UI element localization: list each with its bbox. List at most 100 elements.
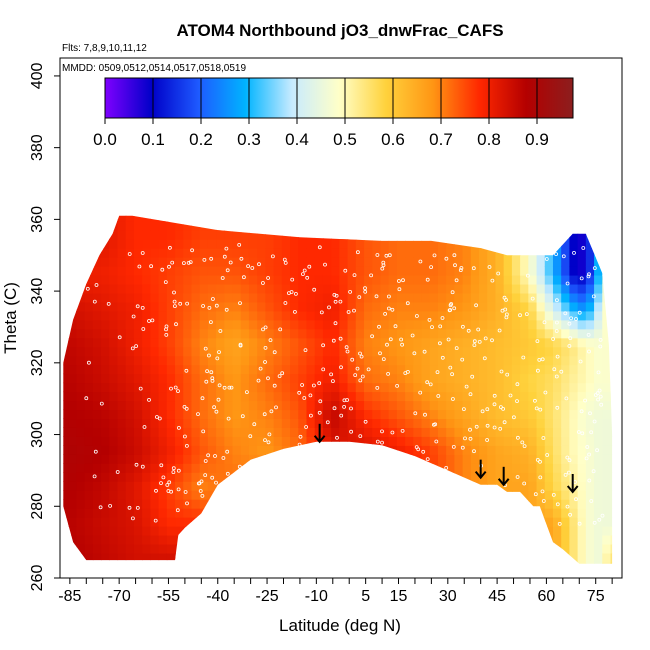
heatmap-cell xyxy=(405,319,414,330)
heatmap-cell xyxy=(133,409,143,420)
heatmap-cell xyxy=(101,517,110,527)
heatmap-cell xyxy=(281,561,291,564)
heatmap-cell xyxy=(331,409,340,420)
heatmap-cell xyxy=(569,490,579,500)
heatmap-cell xyxy=(257,301,267,312)
heatmap-cell xyxy=(585,230,595,240)
heatmap-cell xyxy=(462,215,472,222)
heatmap-cell xyxy=(101,301,110,312)
arrow-markers xyxy=(313,423,579,494)
heatmap-cell xyxy=(240,552,250,563)
heatmap-cell xyxy=(503,319,513,330)
heatmap-cell xyxy=(281,337,291,348)
heatmap-cell xyxy=(183,543,193,554)
heatmap-cell xyxy=(240,355,250,366)
heatmap-cell xyxy=(281,499,291,509)
heatmap-cell xyxy=(281,436,291,446)
heatmap-cell xyxy=(298,346,308,357)
heatmap-cell xyxy=(183,382,193,393)
heatmap-cell xyxy=(544,221,554,231)
heatmap-cell xyxy=(68,517,78,527)
heatmap-cell xyxy=(125,517,135,527)
heatmap-cell xyxy=(109,490,119,500)
observation-point xyxy=(565,455,570,460)
heatmap-cell xyxy=(470,490,480,500)
heatmap-cell xyxy=(314,472,324,482)
observation-point xyxy=(390,430,395,435)
heatmap-cell xyxy=(92,355,102,366)
heatmap-cell xyxy=(125,436,135,446)
heatmap-cell xyxy=(339,436,349,446)
heatmap-cell xyxy=(430,203,439,213)
heatmap-cell xyxy=(454,215,464,222)
heatmap-cell xyxy=(273,319,283,330)
heatmap-cell xyxy=(142,445,151,455)
heatmap-cell xyxy=(454,409,464,420)
heatmap-cell xyxy=(76,436,86,446)
heatmap-cell xyxy=(175,391,184,402)
observation-point xyxy=(333,321,338,326)
heatmap-cell xyxy=(142,257,151,267)
heatmap-cell xyxy=(150,400,160,411)
heatmap-cell xyxy=(462,508,472,518)
heatmap-cell xyxy=(191,382,201,393)
heatmap-cell xyxy=(429,499,439,509)
heatmap-cell xyxy=(101,274,110,285)
heatmap-cell xyxy=(364,490,373,500)
heatmap-cell xyxy=(240,221,250,231)
heatmap-cell xyxy=(388,499,398,509)
heatmap-cell xyxy=(479,427,488,437)
heatmap-cell xyxy=(437,481,447,491)
heatmap-cell xyxy=(454,373,464,384)
observation-point xyxy=(448,303,453,308)
heatmap-cell xyxy=(109,552,119,563)
heatmap-cell xyxy=(429,337,439,348)
heatmap-cell xyxy=(372,409,382,420)
heatmap-cell xyxy=(585,239,595,249)
heatmap-cell xyxy=(207,463,217,473)
heatmap-cell xyxy=(265,382,275,393)
heatmap-cell xyxy=(76,328,86,339)
heatmap-cell xyxy=(405,310,414,321)
heatmap-cell xyxy=(528,319,538,330)
heatmap-cell xyxy=(380,239,390,249)
heatmap-cell xyxy=(479,274,488,285)
heatmap-cell xyxy=(109,391,119,402)
heatmap-cell xyxy=(364,355,373,366)
heatmap-cell xyxy=(158,328,168,339)
observation-point xyxy=(418,259,423,264)
heatmap-cell xyxy=(372,266,382,276)
heatmap-cell xyxy=(347,508,357,518)
heatmap-cell xyxy=(503,526,513,536)
heatmap-cell xyxy=(207,454,217,464)
heatmap-cell xyxy=(446,221,455,231)
heatmap-cell xyxy=(470,543,480,554)
heatmap-cell xyxy=(610,337,613,348)
heatmap-cell xyxy=(569,215,579,222)
observation-point xyxy=(217,383,222,388)
observation-point xyxy=(229,385,234,390)
heatmap-cell xyxy=(306,508,316,518)
heatmap-cell xyxy=(487,355,497,366)
heatmap-cell xyxy=(207,391,217,402)
observation-point xyxy=(496,271,501,276)
heatmap-cell xyxy=(331,239,340,249)
heatmap-cell xyxy=(372,364,382,375)
heatmap-cell xyxy=(495,221,505,231)
heatmap-cell xyxy=(396,346,406,357)
observation-point xyxy=(472,449,476,454)
heatmap-cell xyxy=(142,239,151,249)
heatmap-cell xyxy=(306,373,316,384)
heatmap-cell xyxy=(265,499,275,509)
heatmap-cell xyxy=(536,409,546,420)
heatmap-cell xyxy=(199,230,209,240)
heatmap-cell xyxy=(183,552,193,563)
observation-point xyxy=(302,268,307,273)
heatmap-cell xyxy=(429,215,439,222)
heatmap-cell xyxy=(63,301,69,312)
observation-point xyxy=(576,430,581,434)
heatmap-cell xyxy=(487,472,497,482)
heatmap-cell xyxy=(520,221,529,231)
heatmap-cell xyxy=(380,319,390,330)
observation-point xyxy=(474,303,479,308)
